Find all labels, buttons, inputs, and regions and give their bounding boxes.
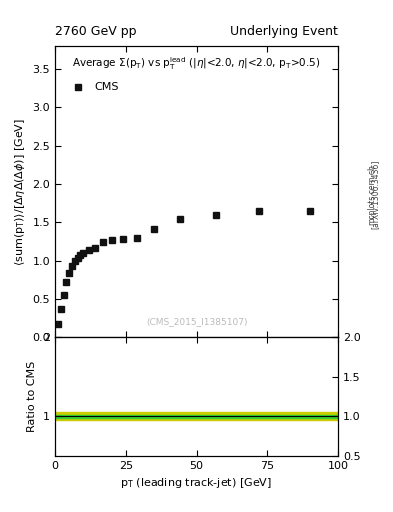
Text: 2760 GeV pp: 2760 GeV pp	[55, 26, 136, 38]
Text: Underlying Event: Underlying Event	[230, 26, 338, 38]
Text: mcplots.cern.ch: mcplots.cern.ch	[367, 164, 376, 225]
Y-axis label: Ratio to CMS: Ratio to CMS	[28, 361, 37, 432]
Text: CMS: CMS	[95, 82, 119, 92]
Text: [arXiv:1306.3436]: [arXiv:1306.3436]	[371, 160, 380, 229]
X-axis label: p$_\mathrm{T}$ (leading track-jet) [GeV]: p$_\mathrm{T}$ (leading track-jet) [GeV]	[121, 476, 272, 490]
Text: (CMS_2015_I1385107): (CMS_2015_I1385107)	[146, 317, 247, 326]
Y-axis label: $\langle$sum(p$_\mathrm{T}$)$\rangle$/[$\Delta\eta\Delta(\Delta\phi)$] [GeV]: $\langle$sum(p$_\mathrm{T}$)$\rangle$/[$…	[13, 118, 27, 266]
Text: Average $\Sigma$(p$_\mathrm{T}$) vs p$_\mathrm{T}^\mathrm{lead}$ ($|\eta|$<2.0, : Average $\Sigma$(p$_\mathrm{T}$) vs p$_\…	[72, 55, 321, 72]
